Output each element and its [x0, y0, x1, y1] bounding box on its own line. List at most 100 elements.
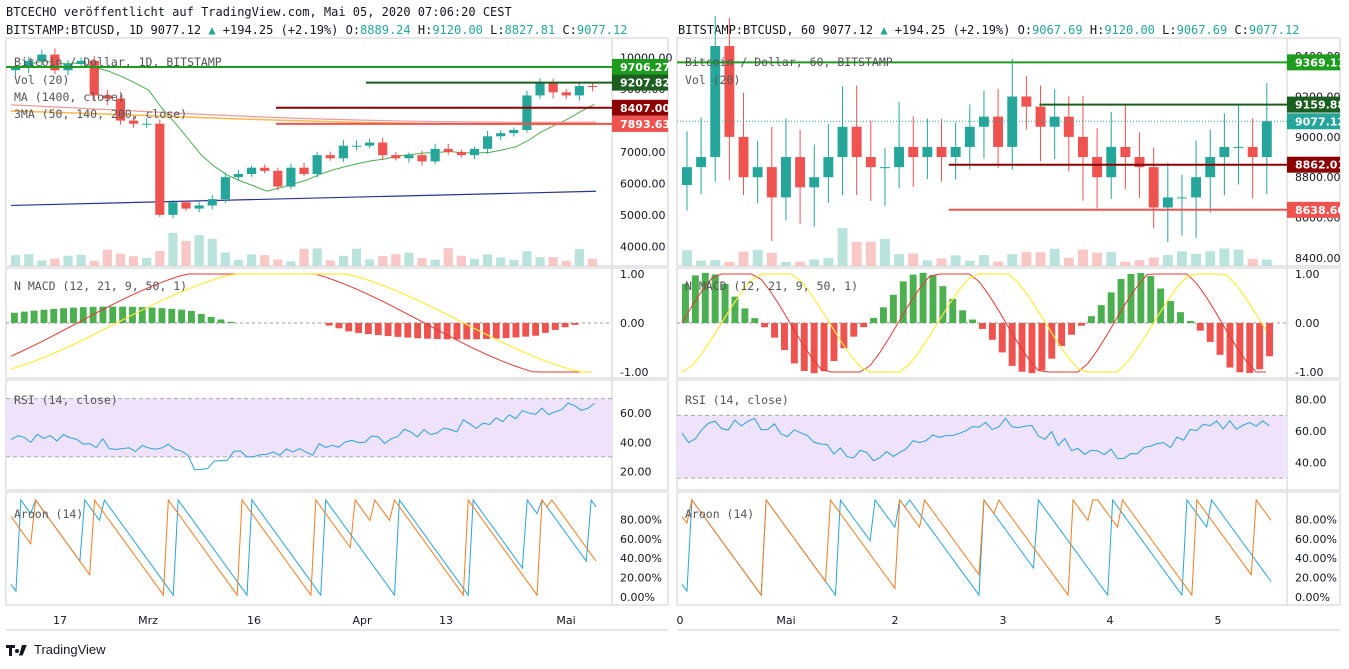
right-macd-histogram-bar	[998, 323, 1006, 353]
left-macd-histogram-bar	[414, 323, 422, 339]
right-macd-histogram-bar	[1157, 288, 1165, 323]
left-time-tick: 17	[53, 614, 67, 627]
right-volume-bar	[964, 260, 975, 266]
left-volume-bar	[37, 260, 47, 266]
left-macd-histogram-bar	[365, 323, 372, 335]
left-volume-bar	[155, 251, 165, 266]
left-candle-body	[417, 155, 427, 162]
left-candle-body	[220, 177, 230, 200]
left-volume-bar	[496, 257, 506, 266]
right-close: 9077.12	[1248, 23, 1300, 37]
left-candle-body	[273, 170, 283, 187]
right-aroon-label: Aroon (14)	[685, 507, 754, 521]
left-volume-bar	[273, 259, 283, 266]
left-aroon-tick: 60.00%	[620, 533, 662, 546]
left-macd-histogram-bar	[483, 323, 490, 339]
left-candle-body	[404, 155, 414, 159]
right-macd-histogram-bar	[850, 323, 858, 337]
left-macd-histogram-bar	[374, 323, 382, 336]
right-candle-body	[1148, 167, 1159, 208]
left-macd-histogram-bar	[512, 323, 520, 338]
left-o-label: O:	[345, 23, 361, 37]
right-price-tag-text: 9159.88	[1295, 99, 1345, 112]
right-volume-bar	[1162, 254, 1173, 266]
right-volume-bar	[1148, 257, 1159, 266]
right-candle-body	[1134, 157, 1145, 168]
left-price-tag: 7893.63	[612, 115, 670, 132]
left-volume-bar	[63, 255, 73, 266]
left-volume-bar	[312, 248, 322, 266]
left-time-tick: Mrz	[138, 614, 158, 627]
right-macd-histogram-bar	[1008, 323, 1016, 366]
right-price-tag: 9077.12	[1287, 113, 1345, 130]
left-macd-histogram-bar	[463, 323, 471, 340]
right-volume-bar	[894, 254, 905, 266]
right-macd-tick: 0.00	[1295, 317, 1320, 330]
right-aroon-tick: 20.00%	[1295, 572, 1337, 585]
left-candle-body	[456, 152, 466, 156]
left-macd-histogram-bar	[197, 314, 205, 323]
right-aroon-pane-border	[676, 491, 1341, 606]
right-candle-body	[1120, 146, 1131, 158]
left-macd-histogram-bar	[119, 306, 127, 323]
left-macd-histogram-bar	[404, 323, 412, 338]
left-time-tick: Apr	[352, 614, 372, 627]
right-macd-histogram-bar	[820, 323, 828, 372]
left-macd-histogram-bar	[424, 323, 431, 339]
left-volume-bar	[194, 235, 204, 266]
right-price-tag-text: 8638.60	[1295, 204, 1345, 217]
left-volume-bar	[181, 240, 191, 266]
right-price-tick: 8400.00	[1295, 252, 1341, 265]
left-price-tag-bg	[612, 74, 668, 91]
left-price-tag-text: 8407.00	[620, 102, 670, 115]
left-volume-bar	[115, 253, 126, 266]
left-rsi-line	[10, 402, 595, 471]
left-price-tick: 7000.00	[620, 146, 666, 159]
left-volume-bar	[89, 260, 99, 266]
left-volume-bar	[456, 255, 466, 266]
right-candle-body	[894, 146, 905, 168]
right-volume-bar	[950, 255, 961, 266]
left-candle-body	[286, 167, 296, 187]
right-volume-bar	[851, 241, 862, 266]
right-volume-bar	[1233, 249, 1244, 266]
right-macd-histogram-bar	[889, 294, 897, 323]
left-volume-bar	[469, 258, 480, 266]
left-macd-histogram-bar	[30, 310, 38, 323]
left-volume-bar	[391, 254, 401, 266]
right-candle-body	[696, 157, 707, 168]
right-volume-bar	[766, 252, 777, 266]
right-aroon-tick: 0.00%	[1295, 591, 1330, 604]
left-volume-bar	[76, 254, 86, 266]
left-candle-body	[587, 86, 598, 87]
right-volume-bar	[908, 253, 919, 266]
right-volume-bar	[823, 257, 834, 266]
right-macd-histogram-bar	[919, 272, 927, 323]
left-time-tick: 16	[247, 614, 261, 627]
right-candle-body	[880, 167, 890, 169]
right-rsi-label: RSI (14, close)	[685, 393, 789, 407]
left-symbol: BITSTAMP:BTCUSD, 1D 9077.12	[6, 23, 202, 37]
right-c-label: C:	[1234, 23, 1249, 37]
left-volume-bar	[247, 254, 257, 266]
right-volume-bar	[1219, 248, 1230, 266]
right-time-tick: 3	[1000, 614, 1007, 627]
left-candle-body	[391, 155, 401, 159]
left-candle-body	[50, 54, 60, 71]
left-macd-histogram-bar	[70, 307, 77, 323]
left-macd-tick: 0.00	[620, 317, 645, 330]
left-macd-histogram-bar	[217, 319, 225, 323]
right-macd-histogram-bar	[1097, 305, 1105, 323]
left-volume-bar	[587, 258, 598, 266]
right-candle-body	[823, 157, 834, 178]
left-aroon-tick: 40.00%	[620, 552, 662, 565]
right-time-tick: 4	[1107, 614, 1114, 627]
left-macd-histogram-bar	[207, 316, 215, 323]
right-candle-body	[1063, 116, 1074, 137]
left-chart-title: Bitcoin / Dollar, 1D, BITSTAMP	[14, 55, 222, 69]
right-volume-bar	[1106, 252, 1117, 266]
right-price-tag-text: 9077.12	[1295, 115, 1345, 128]
right-candle-body	[1035, 106, 1046, 127]
right-macd-histogram-bar	[1078, 323, 1085, 326]
